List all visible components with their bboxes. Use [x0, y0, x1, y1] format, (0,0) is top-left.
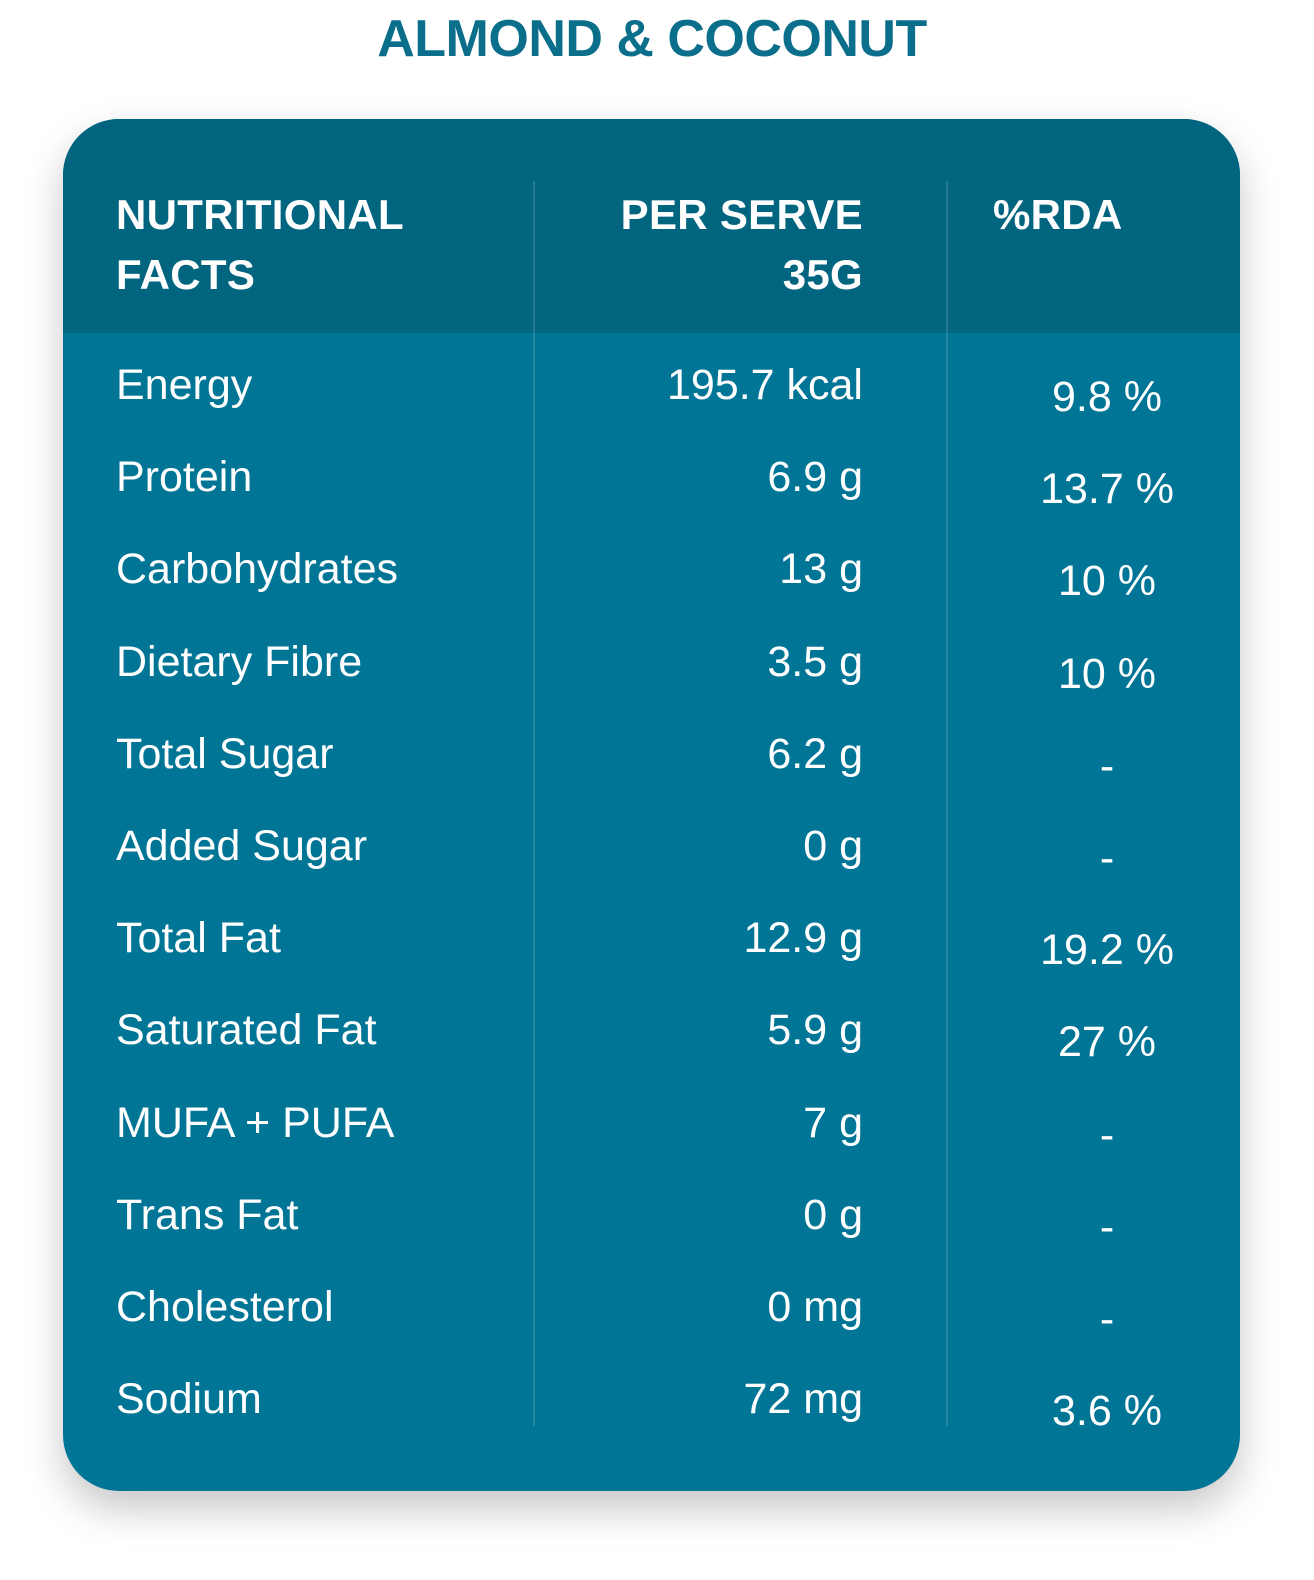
nutrient-rda: 3.6 % — [1052, 1387, 1162, 1436]
nutrient-rda: 13.7 % — [1040, 465, 1174, 514]
nutrient-value: 13 g — [779, 545, 863, 594]
nutrient-value: 72 mg — [743, 1375, 863, 1424]
nutrient-rda: - — [1099, 833, 1115, 882]
nutrient-rda: 9.8 % — [1052, 373, 1162, 421]
nutrient-name: Energy — [116, 361, 253, 409]
table-row: Total Fat 12.9 g 19.2 % — [63, 904, 1240, 996]
nutrient-name: Carbohydrates — [116, 545, 399, 594]
nutrition-table: NUTRITIONAL FACTS PER SERVE 35G %RDA Ene… — [63, 119, 1240, 1491]
table-row: Added Sugar 0 g - — [63, 812, 1240, 904]
nutrient-name: Total Fat — [116, 914, 281, 963]
header-rda: %RDA — [993, 191, 1123, 238]
nutrient-value: 3.5 g — [767, 637, 863, 686]
table-row: Sodium 72 mg 3.6 % — [63, 1365, 1240, 1457]
nutrient-value: 6.9 g — [767, 453, 863, 502]
nutrient-rda: - — [1099, 1294, 1115, 1343]
nutrient-rda: - — [1099, 741, 1115, 790]
nutrient-name: Dietary Fibre — [116, 637, 363, 686]
nutrient-value: 0 mg — [767, 1282, 863, 1331]
table-row: Energy 195.7 kcal 9.8 % — [63, 351, 1240, 443]
page-title: ALMOND & COCONUT — [377, 10, 927, 68]
nutrient-value: 12.9 g — [743, 914, 863, 963]
nutrient-name: Trans Fat — [116, 1190, 299, 1239]
table-row: Carbohydrates 13 g 10 % — [63, 535, 1240, 627]
table-row: Protein 6.9 g 13.7 % — [63, 443, 1240, 535]
nutrient-value: 0 g — [803, 1190, 863, 1239]
table-row: Saturated Fat 5.9 g 27 % — [63, 996, 1240, 1088]
nutrient-name: Saturated Fat — [116, 1006, 377, 1055]
header-label: NUTRITIONAL — [116, 191, 404, 238]
nutrient-name: Cholesterol — [116, 1282, 334, 1331]
nutrient-value: 6.2 g — [767, 729, 863, 778]
table-row: Trans Fat 0 g - — [63, 1181, 1240, 1273]
table-body: Energy 195.7 kcal 9.8 % Protein 6.9 g 13… — [63, 351, 1240, 1457]
header-per-serve: PER SERVE 35G — [563, 185, 863, 305]
header-nutritional-facts: NUTRITIONAL FACTS — [116, 185, 496, 305]
table-row: Total Sugar 6.2 g - — [63, 720, 1240, 812]
nutrient-name: Added Sugar — [116, 821, 368, 870]
nutrient-rda: 10 % — [1057, 649, 1156, 698]
nutrient-rda: 19.2 % — [1040, 926, 1174, 975]
table-header — [63, 119, 1240, 333]
table-row: Cholesterol 0 mg - — [63, 1273, 1240, 1365]
nutrient-rda: 10 % — [1057, 557, 1156, 606]
nutrient-rda: - — [1099, 1110, 1115, 1159]
nutrient-value: 195.7 kcal — [666, 361, 863, 409]
column-divider — [533, 181, 535, 1426]
header-label: PER SERVE — [620, 191, 863, 238]
nutrient-value: 5.9 g — [767, 1006, 863, 1055]
header-label: FACTS — [116, 251, 256, 298]
nutrient-value: 7 g — [803, 1098, 863, 1147]
nutrient-rda: 27 % — [1057, 1018, 1156, 1067]
nutrient-rda: - — [1099, 1202, 1115, 1251]
nutrient-name: Protein — [116, 453, 253, 502]
nutrient-name: Sodium — [116, 1375, 262, 1424]
header-label: 35G — [782, 251, 863, 298]
table-row: MUFA + PUFA 7 g - — [63, 1089, 1240, 1181]
nutrient-name: Total Sugar — [116, 729, 334, 778]
column-divider — [946, 181, 948, 1426]
nutrient-value: 0 g — [803, 821, 863, 870]
table-row: Dietary Fibre 3.5 g 10 % — [63, 628, 1240, 720]
nutrient-name: MUFA + PUFA — [116, 1098, 395, 1147]
